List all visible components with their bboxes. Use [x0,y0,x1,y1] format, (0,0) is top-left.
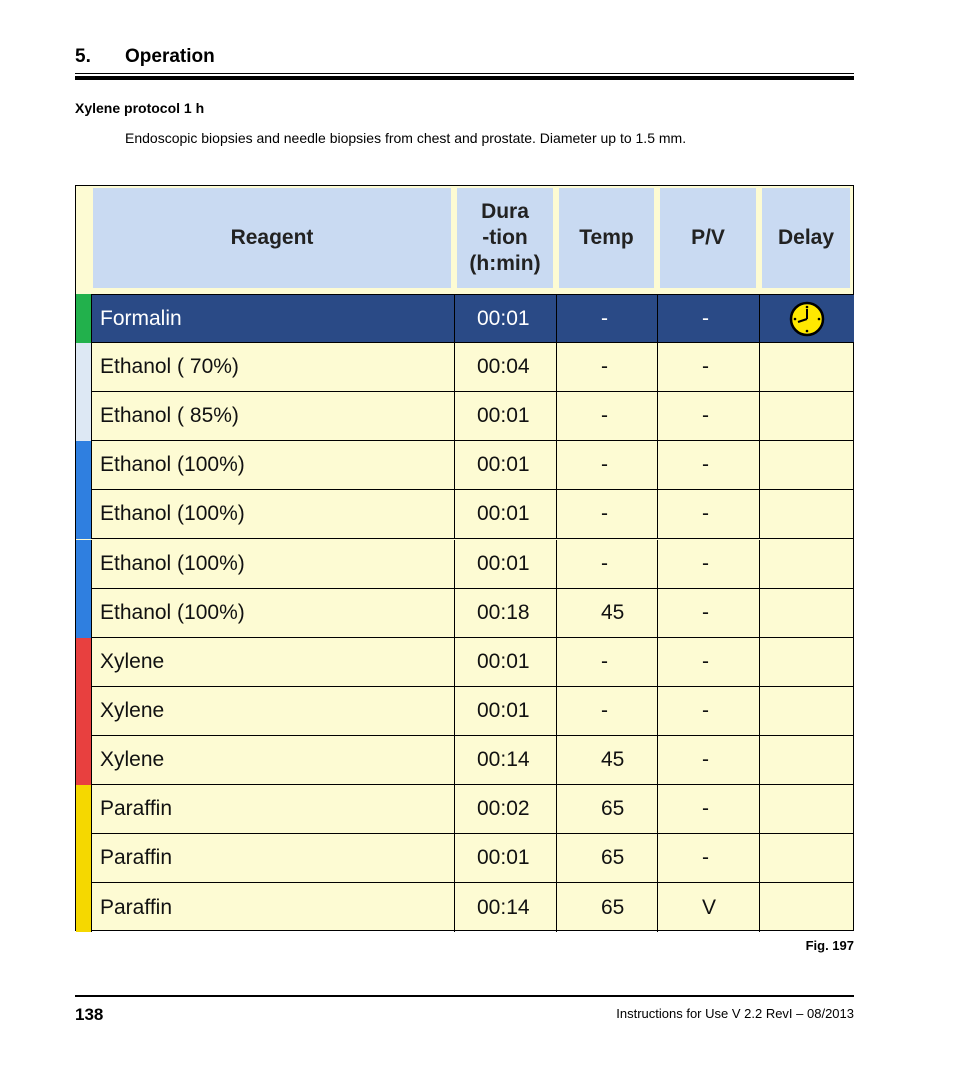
table-cell: 00:01 [455,441,557,491]
table-cell [760,490,854,540]
table-cell: - [658,343,760,393]
table-cell: 65 [557,785,658,835]
page-number: 138 [75,1005,104,1024]
row-stripe [76,441,91,491]
table-cell [760,540,854,589]
table-cell [760,294,854,344]
table-cell: - [557,490,658,540]
table-cell: Paraffin [91,834,455,884]
figure-label: Fig. 197 [805,938,854,953]
row-stripe [76,883,91,933]
table-cell: Ethanol ( 85%) [91,392,455,442]
table-cell: 00:01 [455,834,557,884]
table-cell: 00:18 [455,588,557,638]
table-cell: - [557,686,658,736]
table-cell: - [658,834,760,884]
column-header: Dura -tion (h:min) [457,188,553,288]
table-cell: - [658,294,760,344]
table-cell: 00:01 [455,539,557,589]
table-cell: Xylene [91,637,455,687]
table-cell: Ethanol (100%) [91,490,455,540]
row-stripe [76,834,91,884]
rule [75,995,854,997]
table-cell: - [557,441,658,491]
table-cell: V [658,883,760,933]
table-cell: - [658,490,760,540]
table-cell [760,392,854,442]
description: Endoscopic biopsies and needle biopsies … [125,130,687,146]
table-cell: - [557,294,658,344]
table-cell [760,687,854,736]
table-cell: - [557,343,658,393]
row-stripe [76,343,91,393]
table-cell: Ethanol (100%) [91,588,455,638]
table-cell [760,883,854,932]
table-cell [760,589,854,638]
table-cell: Paraffin [91,785,455,835]
table-cell: 00:01 [455,637,557,687]
table-cell [760,736,854,785]
row-stripe [76,392,91,442]
table-cell [760,343,854,393]
rule [75,76,854,80]
table-cell [760,834,854,884]
table-cell: - [557,392,658,442]
protocol-table: Reagent Dura -tion (h:min) Temp P/V Delay For… [75,185,854,933]
rule [75,73,854,74]
row-stripe [76,294,91,344]
delay-icon [789,301,825,336]
table-cell: 00:04 [455,343,557,393]
table-cell: 45 [557,735,658,785]
table-cell: - [658,785,760,835]
table-cell: - [557,637,658,687]
row-stripe [76,637,91,687]
table-cell: 00:14 [455,735,557,785]
footer-text: Instructions for Use V 2.2 RevI – 08/201… [616,1006,854,1021]
table-cell: Paraffin [91,883,455,933]
table-cell: 65 [557,883,658,933]
section-number: 5. [75,46,91,67]
row-stripe [76,686,91,736]
table-cell: 00:02 [455,785,557,835]
table-cell: 00:01 [455,686,557,736]
table-cell: - [658,588,760,638]
table-cell: - [658,392,760,442]
column-header: P/V [660,188,756,288]
table-cell: Xylene [91,735,455,785]
table-cell [760,638,854,687]
table-cell: - [658,637,760,687]
section-title: Operation [125,46,215,67]
table-cell: 00:01 [455,392,557,442]
table-cell [760,785,854,835]
row-stripe [76,490,91,540]
table-cell: - [658,539,760,589]
column-header: Reagent [93,188,451,288]
heading: Xylene protocol 1 h [75,100,205,116]
table-cell: - [658,441,760,491]
table-cell: Ethanol (100%) [91,441,455,491]
table-cell: - [658,686,760,736]
row-stripe [76,588,91,638]
table-cell: 45 [557,588,658,638]
table-cell: 00:14 [455,883,557,933]
table-cell: 65 [557,834,658,884]
table-cell: 00:01 [455,490,557,540]
row-stripe [76,785,91,835]
column-header: Temp [559,188,654,288]
table-cell: Xylene [91,686,455,736]
table-cell: 00:01 [455,294,557,344]
table-cell [760,441,854,491]
table-cell: - [557,539,658,589]
column-header: Delay [762,188,850,288]
table-cell: Formalin [91,294,455,344]
table-cell: - [658,735,760,785]
row-stripe [76,539,91,589]
table-cell: Ethanol (100%) [91,539,455,589]
row-stripe [76,735,91,785]
table-cell: Ethanol ( 70%) [91,343,455,393]
